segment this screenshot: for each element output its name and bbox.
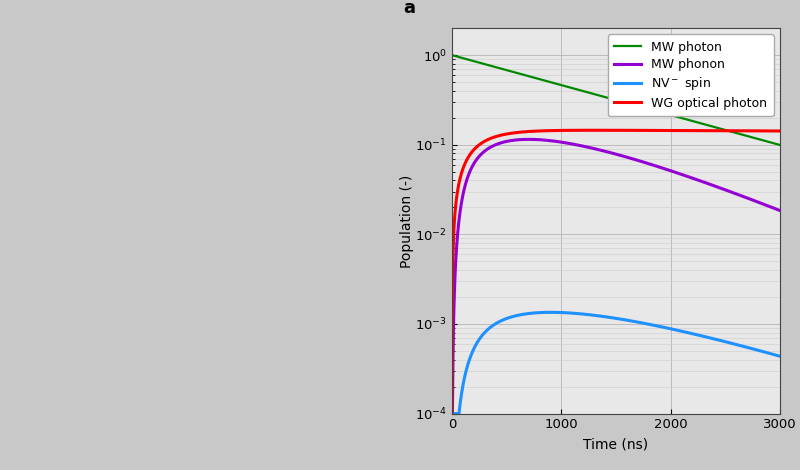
Y-axis label: Population (-): Population (-) (400, 174, 414, 267)
Legend: MW photon, MW phonon, NV$^-$ spin, WG optical photon: MW photon, MW phonon, NV$^-$ spin, WG op… (608, 34, 774, 116)
X-axis label: Time (ns): Time (ns) (583, 437, 649, 451)
Text: a: a (402, 0, 414, 16)
